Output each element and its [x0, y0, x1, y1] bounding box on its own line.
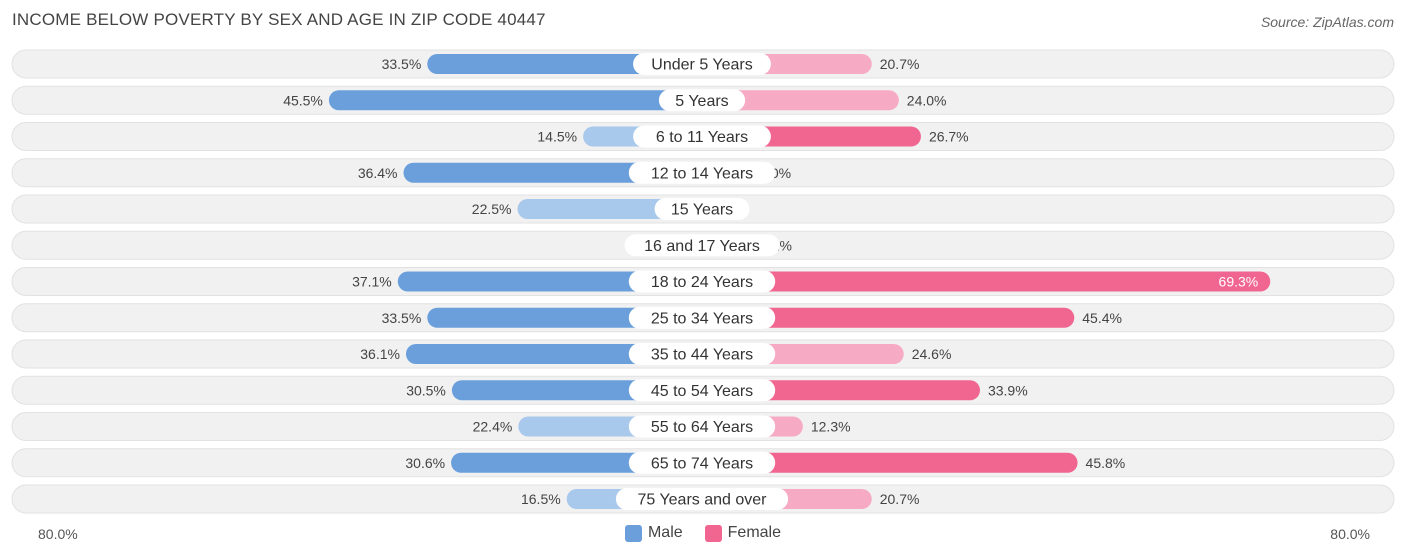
female-value-label: 20.7%	[880, 56, 920, 72]
legend-item-male: Male	[624, 524, 683, 542]
male-value-label: 36.4%	[358, 165, 398, 181]
category-label: 12 to 14 Years	[651, 165, 753, 182]
axis-label-right: 80.0%	[1330, 526, 1370, 542]
legend-label-female: Female	[727, 524, 782, 541]
female-value-label: 24.0%	[907, 92, 947, 108]
chart-title: INCOME BELOW POVERTY BY SEX AND AGE IN Z…	[12, 10, 546, 29]
category-pill	[624, 234, 780, 257]
male-value-label: 16.5%	[521, 491, 561, 507]
category-label: 15 Years	[671, 202, 733, 219]
female-value-label: 26.7%	[929, 129, 969, 145]
male-bar	[328, 90, 702, 111]
male-value-label: 33.5%	[382, 310, 422, 326]
category-label: 65 to 74 Years	[651, 455, 753, 472]
female-value-label: 69.3%	[1219, 274, 1259, 290]
female-bar	[702, 271, 1271, 292]
legend-swatch-female	[704, 524, 722, 542]
female-bar	[702, 452, 1078, 473]
male-value-label: 14.5%	[537, 129, 577, 145]
legend-swatch-male	[624, 524, 642, 542]
female-bar	[702, 90, 899, 111]
category-pill	[615, 488, 789, 510]
male-value-label: 22.5%	[472, 201, 512, 217]
category-label: 75 Years and over	[638, 492, 768, 509]
category-label: 16 and 17 Years	[644, 238, 760, 255]
male-value-label: 33.5%	[382, 56, 422, 72]
category-pill	[633, 53, 771, 75]
female-value-label: 12.3%	[811, 419, 851, 435]
category-pill	[628, 379, 776, 402]
category-pill	[628, 270, 776, 293]
source-credit: Source: ZipAtlas.com	[1260, 14, 1394, 30]
category-pill	[628, 451, 776, 474]
legend: Male Female	[0, 524, 1406, 542]
category-pill	[654, 198, 750, 220]
category-pill	[628, 306, 776, 329]
female-value-label: 33.9%	[988, 382, 1028, 398]
female-value-label: 24.6%	[912, 346, 952, 362]
axis-label-left: 80.0%	[38, 526, 78, 542]
legend-item-female: Female	[704, 524, 782, 542]
category-label: 5 Years	[675, 93, 728, 110]
category-pill	[628, 343, 776, 365]
male-value-label: 22.4%	[473, 419, 513, 435]
category-pill	[628, 415, 776, 438]
category-label: 35 to 44 Years	[651, 347, 753, 364]
category-pill	[628, 161, 776, 184]
male-value-label: 37.1%	[352, 274, 392, 290]
category-label: 6 to 11 Years	[656, 129, 748, 146]
male-value-label: 45.5%	[283, 92, 323, 108]
male-bar	[427, 54, 702, 74]
category-label: 45 to 54 Years	[651, 383, 753, 400]
male-value-label: 30.5%	[406, 382, 446, 398]
female-bar	[702, 307, 1075, 328]
female-value-label: 20.7%	[880, 491, 920, 507]
male-bar	[405, 344, 702, 364]
category-pill	[633, 125, 771, 148]
female-value-label: 45.4%	[1082, 310, 1122, 326]
male-bar	[403, 162, 702, 183]
category-label: Under 5 Years	[651, 57, 752, 74]
category-pill	[658, 89, 746, 112]
category-label: 18 to 24 Years	[651, 274, 753, 291]
legend-label-male: Male	[647, 524, 683, 541]
male-bar	[397, 271, 702, 292]
male-value-label: 30.6%	[405, 455, 445, 471]
male-value-label: 36.1%	[360, 346, 400, 362]
category-label: 25 to 34 Years	[651, 310, 753, 327]
female-value-label: 45.8%	[1086, 455, 1126, 471]
category-label: 55 to 64 Years	[651, 419, 753, 436]
